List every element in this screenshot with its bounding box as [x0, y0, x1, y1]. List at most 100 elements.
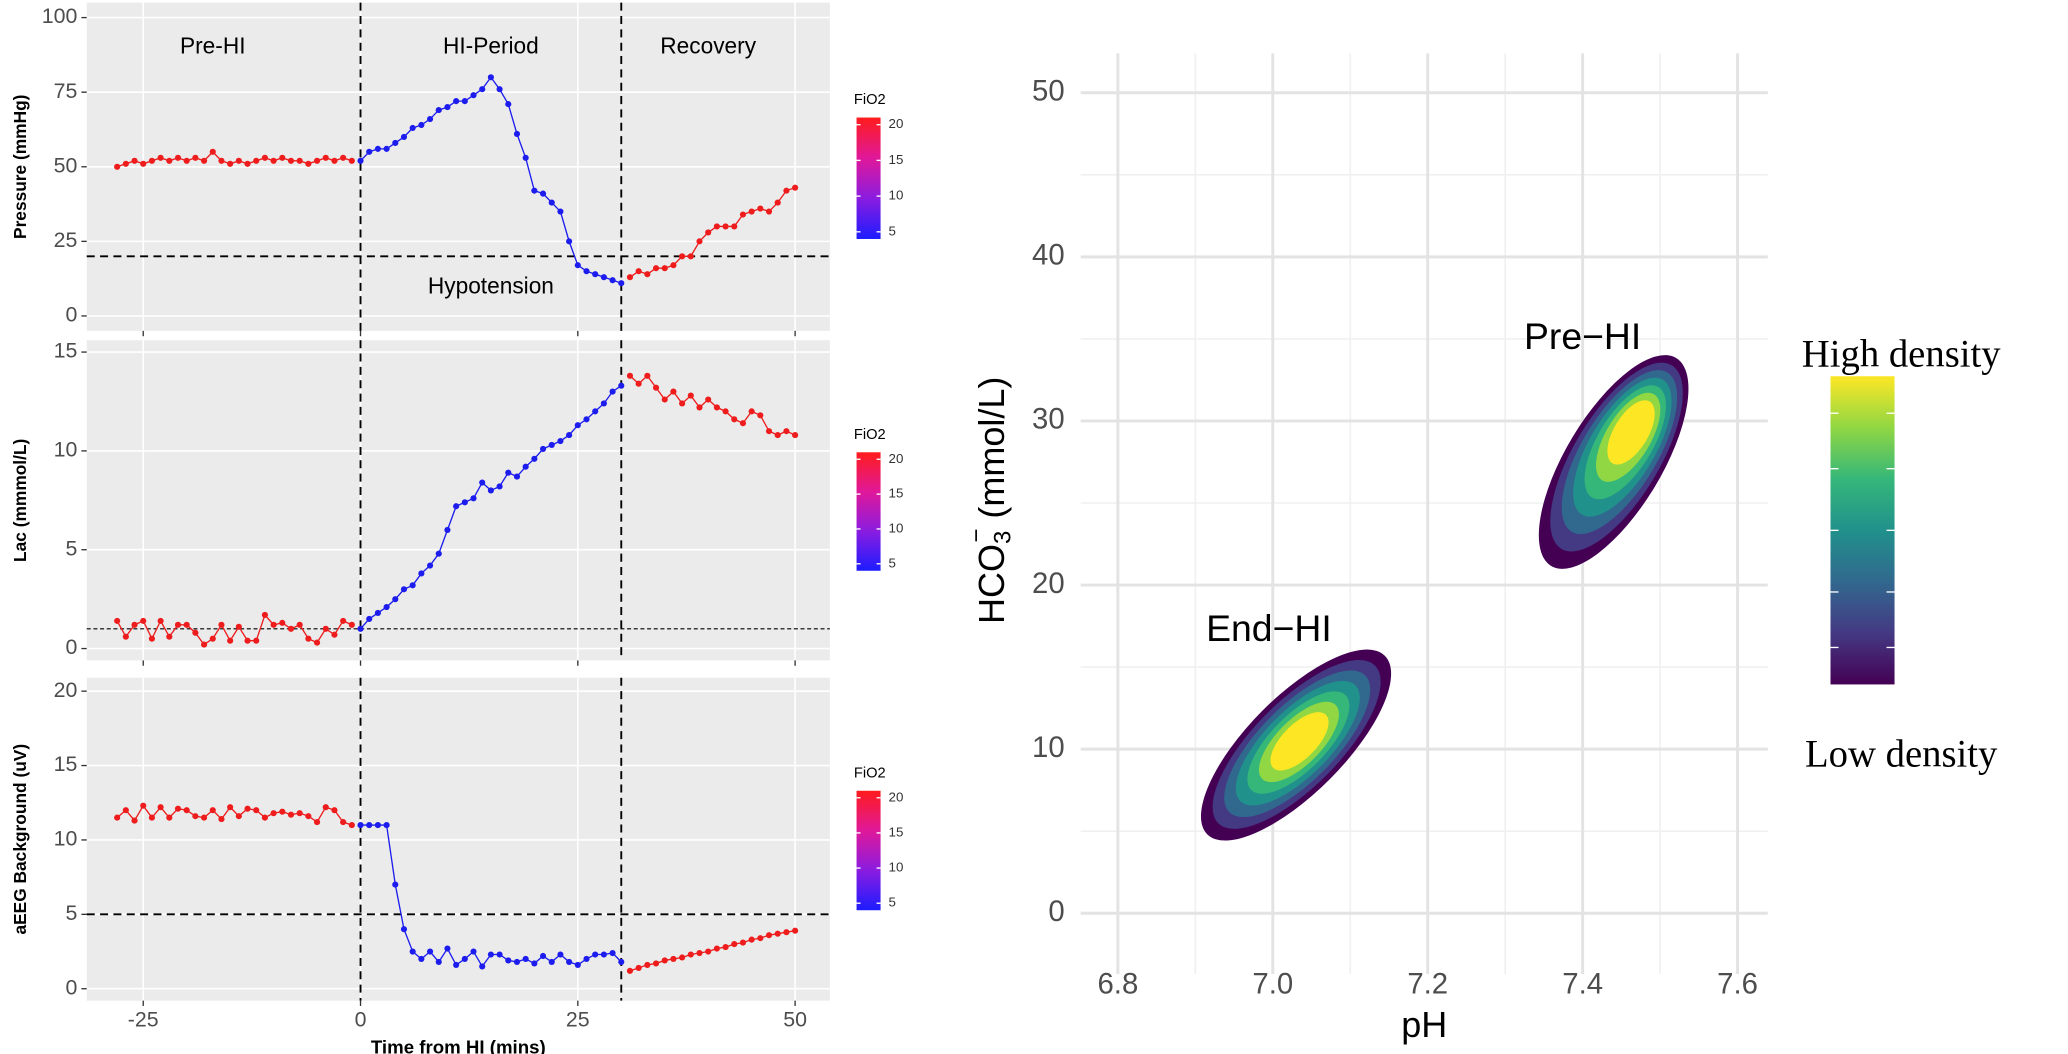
data-point: [487, 74, 494, 81]
data-point: [435, 958, 442, 966]
data-point: [635, 268, 642, 275]
colorbar-title: FiO2: [854, 765, 886, 781]
data-point: [505, 469, 512, 476]
data-point: [374, 609, 381, 617]
data-point: [661, 265, 668, 272]
data-point: [261, 611, 268, 619]
data-point: [366, 821, 373, 829]
data-point: [131, 817, 138, 824]
data-point: [279, 808, 286, 815]
data-point: [600, 951, 607, 958]
data-point: [392, 881, 399, 888]
data-point: [722, 408, 729, 415]
data-point: [409, 124, 416, 132]
legend-low: Low density: [1805, 734, 1998, 776]
x-tick-label: 50: [783, 1007, 807, 1031]
data-point: [287, 625, 295, 632]
data-point: [287, 157, 295, 164]
data-point: [348, 157, 355, 164]
data-point: [148, 814, 155, 821]
data-point: [765, 428, 773, 435]
data-point: [235, 813, 242, 820]
colorbar: [856, 117, 881, 239]
data-point: [244, 160, 251, 167]
data-point: [713, 223, 720, 230]
x-tick-label: 7.6: [1717, 968, 1758, 1001]
data-point: [209, 807, 216, 814]
data-point: [400, 926, 408, 933]
y-tick-label: 20: [54, 678, 78, 702]
data-point: [305, 635, 312, 642]
data-point: [261, 814, 268, 821]
data-point: [357, 157, 364, 164]
data-point: [705, 396, 712, 403]
data-point: [496, 483, 503, 490]
data-point: [340, 819, 347, 826]
data-point: [201, 157, 208, 164]
density-colorbar: [1830, 376, 1895, 685]
density-level: [1607, 400, 1655, 465]
data-point: [670, 388, 677, 395]
data-point: [400, 586, 408, 593]
data-point: [626, 274, 634, 281]
data-point: [218, 621, 225, 628]
data-point: [331, 807, 338, 814]
y-tick-label: 25: [54, 228, 78, 252]
data-point: [209, 635, 216, 642]
y-tick-label: 40: [1032, 239, 1065, 272]
data-point: [122, 633, 129, 640]
data-point: [592, 271, 599, 278]
data-point: [122, 160, 129, 167]
data-point: [644, 271, 651, 278]
data-point: [522, 154, 529, 161]
annotation: Pre-HI: [180, 32, 246, 58]
y-tick-label: 75: [54, 79, 78, 103]
data-point: [679, 954, 686, 961]
data-point: [731, 223, 738, 230]
data-point: [148, 635, 155, 642]
label-part: (mmol/L): [970, 377, 1011, 529]
data-point: [679, 400, 686, 407]
data-point: [287, 811, 295, 818]
data-point: [496, 951, 503, 958]
data-point: [522, 955, 529, 963]
data-point: [748, 408, 755, 415]
data-point: [157, 617, 164, 624]
x-axis-label: Time from HI (mins): [371, 1037, 546, 1054]
data-point: [618, 382, 625, 389]
data-point: [661, 396, 668, 403]
data-point: [261, 154, 268, 161]
data-point: [444, 526, 451, 534]
data-point: [548, 199, 555, 206]
x-tick-label: 0: [355, 1007, 367, 1031]
data-point: [313, 819, 321, 826]
data-point: [522, 463, 529, 470]
data-point: [566, 238, 573, 245]
data-point: [157, 804, 164, 811]
data-point: [679, 253, 686, 260]
data-point: [635, 964, 642, 971]
data-point: [235, 157, 242, 164]
data-point: [192, 154, 199, 161]
data-point: [592, 408, 599, 415]
data-point: [418, 570, 425, 577]
data-point: [765, 208, 773, 215]
y-axis-label: Lac (mmmol/L): [10, 439, 30, 562]
data-point: [539, 952, 547, 960]
data-point: [783, 929, 790, 936]
data-point: [331, 157, 338, 164]
data-point: [192, 813, 199, 820]
data-point: [713, 945, 720, 952]
data-point: [340, 154, 347, 161]
data-point: [392, 596, 399, 603]
data-point: [566, 958, 573, 966]
data-point: [348, 821, 355, 829]
data-point: [435, 550, 442, 557]
colorbar: [856, 790, 881, 911]
colorbar-tick-label: 10: [889, 860, 904, 875]
data-point: [513, 958, 521, 966]
data-point: [531, 960, 538, 967]
data-point: [114, 163, 121, 170]
y-tick-label: 0: [1048, 895, 1064, 928]
colorbar-tick-label: 5: [889, 223, 896, 238]
